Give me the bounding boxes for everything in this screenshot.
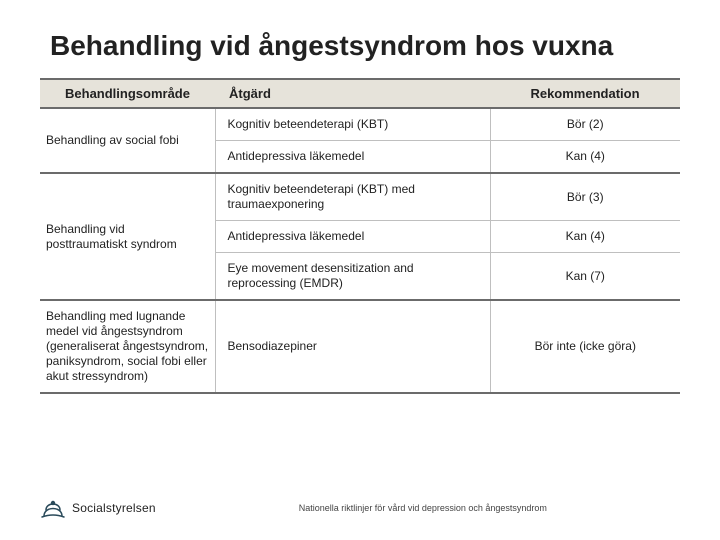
rec-cell: Bör inte (icke göra)	[490, 300, 680, 393]
area-cell: Behandling av social fobi	[40, 108, 215, 173]
area-cell: Behandling vid posttraumatiskt syndrom	[40, 173, 215, 300]
rec-cell: Kan (4)	[490, 221, 680, 253]
action-cell: Antidepressiva läkemedel	[215, 141, 490, 174]
action-cell: Antidepressiva läkemedel	[215, 221, 490, 253]
action-cell: Kognitiv beteendeterapi (KBT) med trauma…	[215, 173, 490, 221]
action-cell: Eye movement desensitization and reproce…	[215, 253, 490, 301]
table-row: Behandling med lugnande medel vid ångest…	[40, 300, 680, 393]
logo-text: Socialstyrelsen	[72, 501, 156, 515]
action-cell: Kognitiv beteendeterapi (KBT)	[215, 108, 490, 141]
area-cell: Behandling med lugnande medel vid ångest…	[40, 300, 215, 393]
rec-cell: Kan (4)	[490, 141, 680, 174]
col-header-area: Behandlingsområde	[40, 79, 215, 108]
col-header-action: Åtgärd	[215, 79, 490, 108]
rec-cell: Bör (2)	[490, 108, 680, 141]
table-row: Behandling vid posttraumatiskt syndrom K…	[40, 173, 680, 221]
footer-caption: Nationella riktlinjer för vård vid depre…	[156, 503, 690, 513]
treatment-table: Behandlingsområde Åtgärd Rekommendation …	[40, 78, 680, 394]
logo-icon	[40, 496, 66, 520]
action-cell: Bensodiazepiner	[215, 300, 490, 393]
table-header-row: Behandlingsområde Åtgärd Rekommendation	[40, 79, 680, 108]
footer: Socialstyrelsen Nationella riktlinjer fö…	[40, 490, 690, 526]
logo: Socialstyrelsen	[40, 496, 156, 520]
page-title: Behandling vid ångestsyndrom hos vuxna	[0, 0, 720, 78]
col-header-rec: Rekommendation	[490, 79, 680, 108]
table-row: Behandling av social fobi Kognitiv betee…	[40, 108, 680, 141]
rec-cell: Bör (3)	[490, 173, 680, 221]
rec-cell: Kan (7)	[490, 253, 680, 301]
